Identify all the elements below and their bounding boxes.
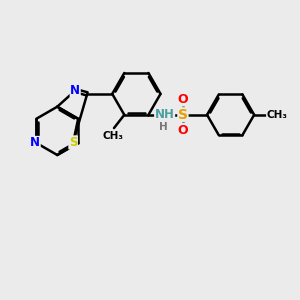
Text: NH: NH xyxy=(155,108,175,121)
Text: N: N xyxy=(30,136,40,149)
Text: S: S xyxy=(69,136,77,149)
Text: CH₃: CH₃ xyxy=(103,131,124,141)
Text: O: O xyxy=(178,93,188,106)
Text: H: H xyxy=(159,122,167,132)
Text: O: O xyxy=(178,124,188,136)
Text: S: S xyxy=(178,108,188,122)
Text: CH₃: CH₃ xyxy=(267,110,288,120)
Text: N: N xyxy=(70,84,80,97)
